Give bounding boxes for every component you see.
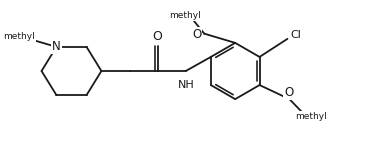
Text: O: O (153, 30, 163, 43)
Text: O: O (192, 28, 202, 41)
Text: O: O (284, 86, 293, 99)
Text: N: N (52, 40, 61, 53)
Text: methyl: methyl (295, 112, 327, 121)
Text: NH: NH (177, 80, 194, 90)
Text: methyl: methyl (3, 32, 35, 41)
Text: Cl: Cl (291, 30, 302, 40)
Text: methyl: methyl (169, 12, 201, 20)
